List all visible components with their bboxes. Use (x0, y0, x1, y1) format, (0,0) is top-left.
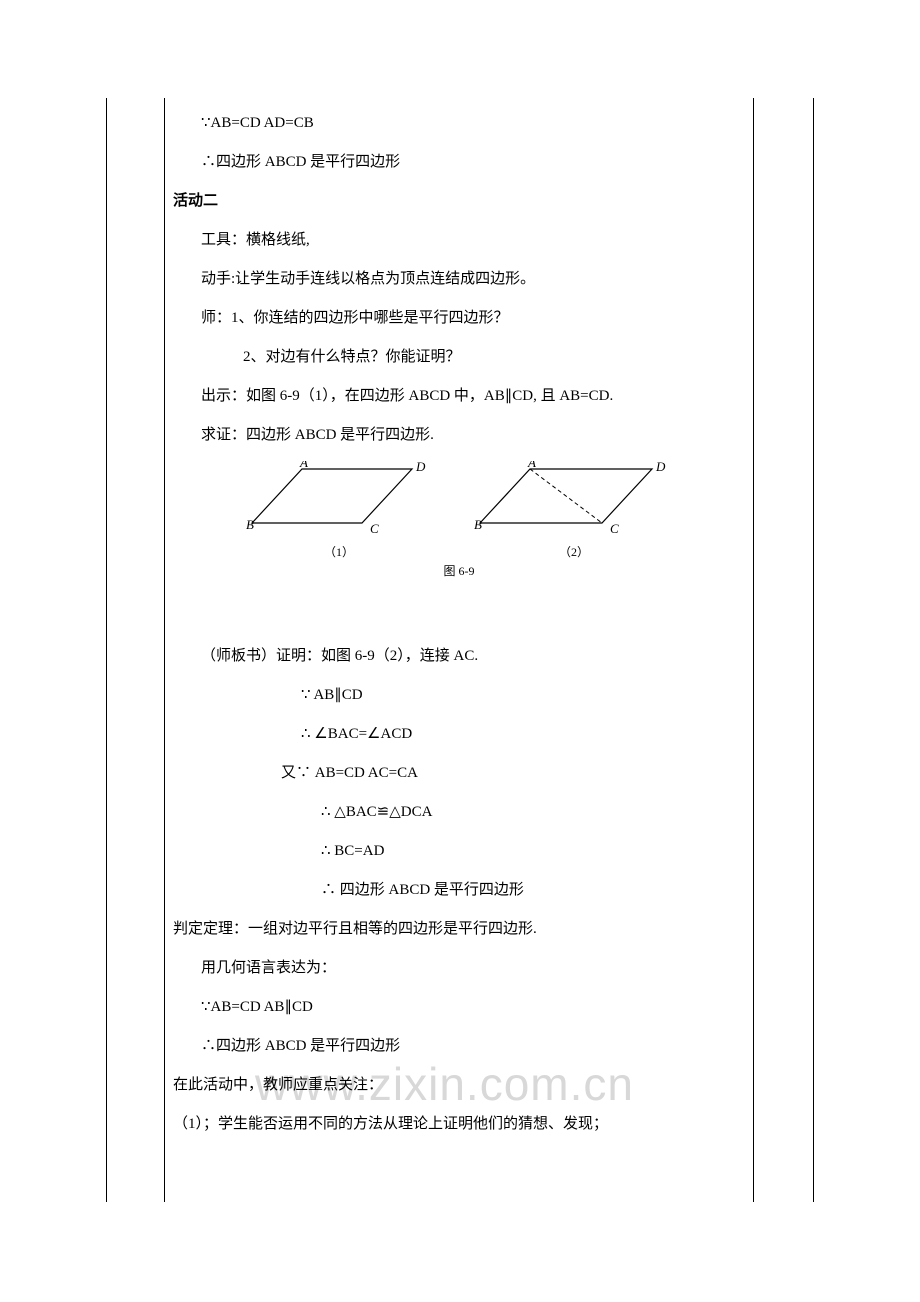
figure-1: A D B C （1） (244, 461, 434, 560)
text-line: ∴ △BAC≌△DCA (173, 793, 745, 832)
text-line: 工具：横格线纸, (173, 221, 745, 260)
svg-text:C: C (370, 521, 379, 536)
text-line: ∴ 四边形 ABCD 是平行四边形 (173, 871, 745, 910)
table-left-gutter (107, 98, 165, 1202)
text-line: 用几何语言表达为： (173, 949, 745, 988)
figure-row: A D B C （1） A D B C （2） (173, 461, 745, 560)
text-line: 动手:让学生动手连线以格点为顶点连结成四边形。 (173, 260, 745, 299)
text-line: 师：1、你连结的四边形中哪些是平行四边形？ (173, 299, 745, 338)
text-line: （师板书）证明：如图 6-9（2），连接 AC. (173, 637, 745, 676)
text-line: 求证：四边形 ABCD 是平行四边形. (173, 416, 745, 455)
text-line: 在此活动中，教师应重点关注： (173, 1066, 745, 1105)
svg-text:B: B (246, 517, 254, 532)
parallelogram-1-svg: A D B C (244, 461, 434, 541)
page-frame: ∵AB=CD AD=CB ∴四边形 ABCD 是平行四边形 活动二 工具：横格线… (106, 98, 814, 1202)
svg-text:D: D (655, 461, 666, 474)
figure-caption: （2） (474, 543, 674, 560)
text-line: ∵ AB∥CD (173, 676, 745, 715)
svg-text:B: B (474, 517, 482, 532)
parallelogram-2-svg: A D B C (474, 461, 674, 541)
text-line: ∴四边形 ABCD 是平行四边形 (173, 143, 745, 182)
figure-2: A D B C （2） (474, 461, 674, 560)
svg-text:A: A (299, 461, 308, 470)
text-line: ∵AB=CD AB∥CD (173, 988, 745, 1027)
svg-text:D: D (415, 461, 426, 474)
text-line: 又∵ AB=CD AC=CA (173, 754, 745, 793)
figure-main-caption: 图 6-9 (173, 562, 745, 579)
text-line: （1）；学生能否运用不同的方法从理论上证明他们的猜想、发现； (173, 1105, 745, 1144)
text-line: ∵AB=CD AD=CB (173, 104, 745, 143)
table-right-gutter (753, 98, 813, 1202)
text-line: 出示：如图 6-9（1），在四边形 ABCD 中，AB∥CD, 且 AB=CD. (173, 377, 745, 416)
text-line: 2、对边有什么特点？你能证明？ (173, 338, 745, 377)
main-content: ∵AB=CD AD=CB ∴四边形 ABCD 是平行四边形 活动二 工具：横格线… (165, 98, 753, 1202)
text-line: 判定定理：一组对边平行且相等的四边形是平行四边形. (173, 910, 745, 949)
text-line: ∴ ∠BAC=∠ACD (173, 715, 745, 754)
svg-text:C: C (610, 521, 619, 536)
text-line: ∴ BC=AD (173, 832, 745, 871)
figure-caption: （1） (244, 543, 434, 560)
svg-text:A: A (527, 461, 536, 470)
text-line: ∴四边形 ABCD 是平行四边形 (173, 1027, 745, 1066)
activity-heading: 活动二 (173, 182, 745, 221)
